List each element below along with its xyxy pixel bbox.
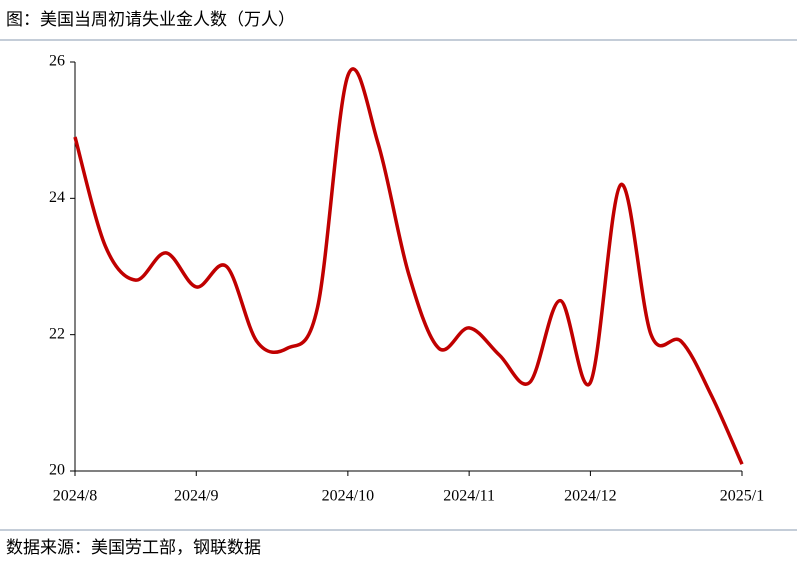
y-tick-label: 22 — [49, 325, 65, 342]
x-tick-label: 2025/1 — [720, 488, 764, 505]
source-note: 数据来源：美国劳工部，钢联数据 — [6, 538, 261, 558]
chart-title: 图：美国当周初请失业金人数（万人） — [6, 10, 295, 30]
x-tick-label: 2024/10 — [322, 488, 374, 505]
x-tick-label: 2024/11 — [443, 488, 495, 505]
y-tick-label: 20 — [49, 462, 65, 479]
y-tick-label: 24 — [49, 189, 65, 206]
y-tick-label: 26 — [49, 53, 65, 70]
x-tick-label: 2024/12 — [564, 488, 616, 505]
line-series — [73, 67, 744, 465]
x-tick-label: 2024/9 — [174, 488, 218, 505]
x-tick-label: 2024/8 — [53, 488, 97, 505]
